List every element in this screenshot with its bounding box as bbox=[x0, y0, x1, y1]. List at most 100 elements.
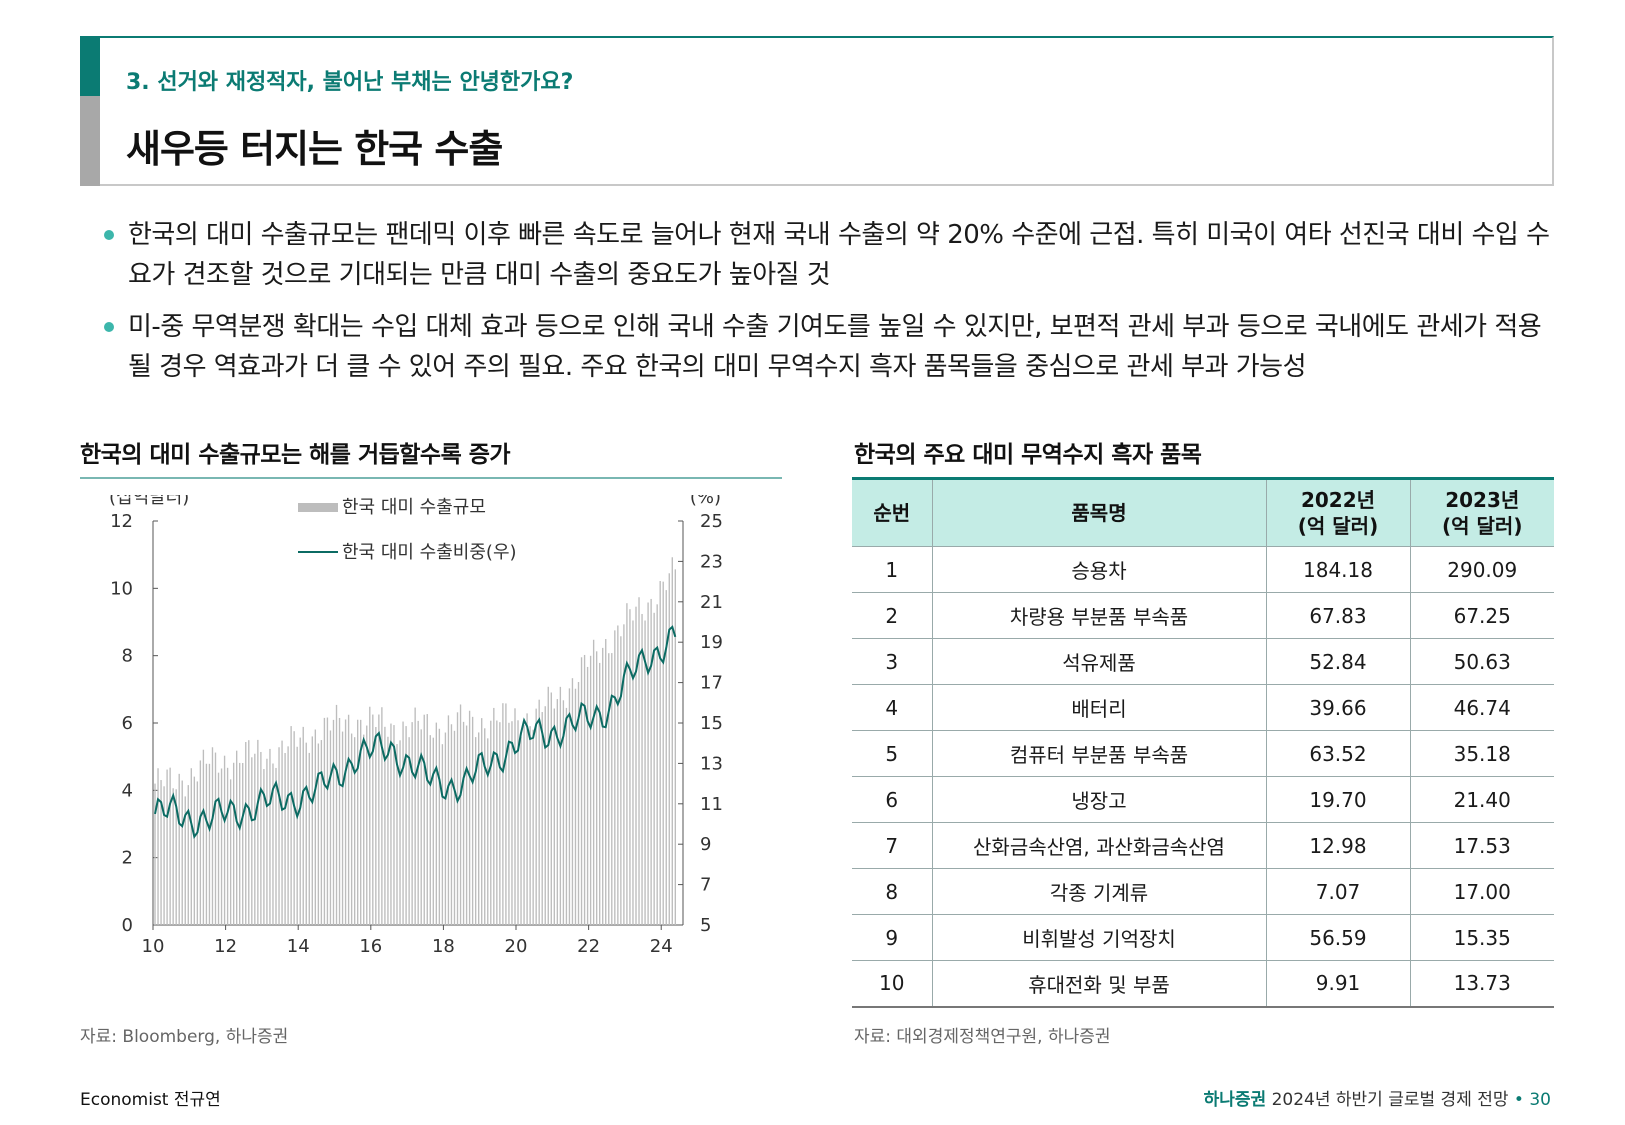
cell-item: 휴대전화 및 부품 bbox=[932, 960, 1267, 1008]
bar-mark bbox=[674, 569, 677, 925]
cell-2023: 21.40 bbox=[1410, 776, 1554, 823]
cell-item: 각종 기계류 bbox=[932, 868, 1267, 915]
bar-mark bbox=[239, 762, 241, 925]
bar-mark bbox=[650, 598, 652, 925]
right-tick-label: 21 bbox=[700, 592, 723, 613]
bar-mark bbox=[181, 780, 183, 925]
cell-2023: 50.63 bbox=[1410, 638, 1554, 685]
bar-mark bbox=[644, 620, 646, 925]
bar-mark bbox=[305, 742, 307, 925]
bar-mark bbox=[257, 739, 259, 925]
bar-mark bbox=[190, 768, 192, 925]
header-accent-bar-top bbox=[80, 36, 100, 96]
bar-mark bbox=[571, 678, 574, 925]
footer-author: Economist 전규연 bbox=[80, 1090, 221, 1110]
bar-mark bbox=[202, 749, 205, 925]
chart-source: 자료: Bloomberg, 하나증권 bbox=[80, 1027, 289, 1047]
bar-mark bbox=[577, 682, 580, 925]
bar-mark bbox=[559, 686, 562, 925]
bar-mark bbox=[311, 736, 313, 925]
left-tick-label: 8 bbox=[122, 646, 133, 667]
legend-line-label: 한국 대미 수출비중(우) bbox=[342, 542, 517, 563]
x-tick-label: 14 bbox=[287, 936, 310, 957]
cell-rank: 8 bbox=[852, 868, 933, 915]
bar-mark bbox=[553, 708, 555, 925]
bar-mark bbox=[623, 624, 625, 925]
bar-mark bbox=[487, 738, 489, 925]
right-tick-label: 25 bbox=[700, 511, 723, 532]
bar-mark bbox=[614, 630, 616, 925]
bar-mark bbox=[372, 714, 374, 925]
cell-2022: 7.07 bbox=[1266, 868, 1411, 915]
cell-rank: 2 bbox=[852, 592, 933, 639]
bar-mark bbox=[414, 707, 416, 925]
x-tick-label: 18 bbox=[432, 936, 455, 957]
bar-mark bbox=[459, 704, 462, 925]
cell-rank: 5 bbox=[852, 730, 933, 777]
bar-mark bbox=[154, 783, 156, 925]
table-row: 1 승용차 184.18 290.09 bbox=[852, 546, 1554, 593]
bar-mark bbox=[589, 655, 592, 925]
bar-mark bbox=[520, 736, 522, 925]
cell-2023: 17.53 bbox=[1410, 822, 1554, 869]
bar-mark bbox=[248, 740, 250, 925]
bar-mark bbox=[586, 666, 589, 925]
cell-2023: 67.25 bbox=[1410, 592, 1554, 639]
bar-mark bbox=[505, 703, 507, 925]
cell-2022: 56.59 bbox=[1266, 914, 1411, 961]
bar-mark bbox=[166, 769, 168, 925]
legend-bar-label: 한국 대미 수출규모 bbox=[342, 497, 486, 518]
cell-rank: 7 bbox=[852, 822, 933, 869]
bar-mark bbox=[595, 651, 598, 925]
right-tick-label: 11 bbox=[700, 794, 723, 815]
header-cell-rank: 순번 bbox=[852, 477, 933, 547]
bar-mark bbox=[583, 654, 586, 925]
bar-mark bbox=[417, 720, 419, 925]
bar-mark bbox=[602, 647, 604, 925]
cell-item: 승용차 bbox=[932, 546, 1267, 593]
bar-mark bbox=[468, 710, 471, 925]
cell-2023: 46.74 bbox=[1410, 684, 1554, 731]
bar-mark bbox=[481, 718, 483, 925]
bar-mark bbox=[369, 706, 371, 925]
bar-mark bbox=[193, 776, 196, 925]
footer-brand: 하나증권 bbox=[1203, 1090, 1267, 1110]
cell-rank: 9 bbox=[852, 914, 933, 961]
bar-mark bbox=[592, 639, 595, 925]
bar-mark bbox=[242, 763, 244, 925]
table-row: 7 산화금속산염, 과산화금속산염 12.98 17.53 bbox=[852, 822, 1554, 869]
bar-mark bbox=[402, 721, 404, 925]
cell-2022: 39.66 bbox=[1266, 684, 1411, 731]
bar-mark bbox=[232, 762, 235, 925]
bar-mark bbox=[556, 699, 559, 925]
bar-mark bbox=[347, 714, 350, 925]
table-title: 한국의 주요 대미 무역수지 흑자 품목 bbox=[854, 442, 1202, 468]
bar-mark bbox=[296, 746, 298, 925]
left-tick-label: 12 bbox=[110, 511, 133, 532]
left-tick-label: 6 bbox=[122, 713, 133, 734]
bar-mark bbox=[363, 734, 365, 925]
cell-2023: 290.09 bbox=[1410, 546, 1554, 593]
bar-mark bbox=[496, 720, 498, 925]
bar-mark bbox=[390, 723, 392, 925]
cell-rank: 6 bbox=[852, 776, 933, 823]
bar-mark bbox=[635, 606, 637, 925]
cell-item: 배터리 bbox=[932, 684, 1267, 731]
bar-mark bbox=[235, 750, 238, 925]
cell-2022: 63.52 bbox=[1266, 730, 1411, 777]
cell-item: 냉장고 bbox=[932, 776, 1267, 823]
export-share-line bbox=[154, 625, 677, 840]
section-subtitle: 3. 선거와 재정적자, 불어난 부채는 안녕한가요? bbox=[126, 70, 574, 95]
bar-mark bbox=[320, 740, 323, 925]
table-header-row: 순번 품목명 2022년 (억 달러) 2023년 (억 달러) bbox=[852, 477, 1554, 547]
bar-mark bbox=[269, 748, 271, 925]
bar-mark bbox=[450, 724, 453, 925]
right-tick-label: 15 bbox=[700, 713, 723, 734]
bar-mark bbox=[196, 781, 199, 925]
cell-2022: 184.18 bbox=[1266, 546, 1411, 593]
footer-report: 하나증권 2024년 하반기 글로벌 경제 전망 • 30 bbox=[1204, 1085, 1551, 1110]
bar-mark bbox=[335, 704, 338, 925]
bar-mark bbox=[223, 755, 226, 925]
x-tick-label: 16 bbox=[359, 936, 382, 957]
right-tick-label: 17 bbox=[700, 673, 723, 694]
